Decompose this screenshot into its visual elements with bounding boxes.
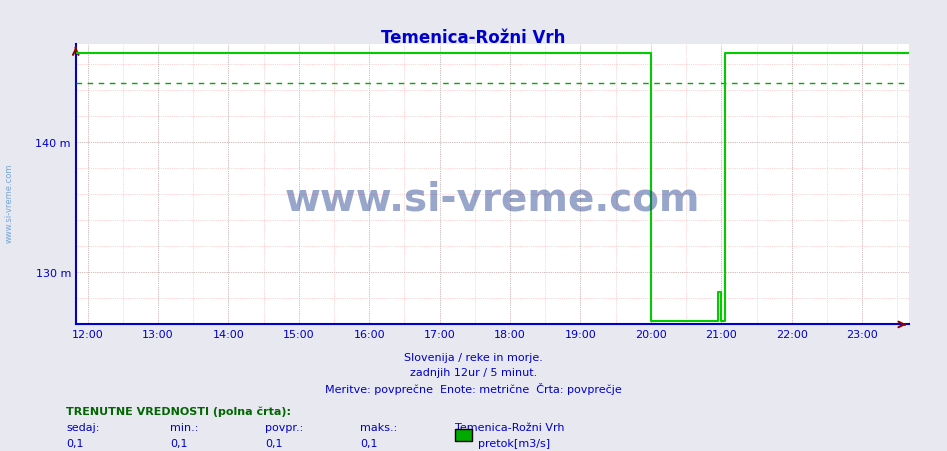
Text: 0,1: 0,1: [170, 438, 188, 448]
Text: 0,1: 0,1: [265, 438, 282, 448]
Text: povpr.:: povpr.:: [265, 422, 303, 432]
Text: www.si-vreme.com: www.si-vreme.com: [5, 163, 14, 243]
Text: Temenica-Rožni Vrh: Temenica-Rožni Vrh: [382, 29, 565, 47]
Text: zadnjih 12ur / 5 minut.: zadnjih 12ur / 5 minut.: [410, 368, 537, 377]
Text: min.:: min.:: [170, 422, 199, 432]
Text: sedaj:: sedaj:: [66, 422, 99, 432]
Text: pretok[m3/s]: pretok[m3/s]: [478, 438, 550, 448]
Text: Meritve: povprečne  Enote: metrične  Črta: povprečje: Meritve: povprečne Enote: metrične Črta:…: [325, 382, 622, 395]
Text: maks.:: maks.:: [360, 422, 397, 432]
Text: 0,1: 0,1: [66, 438, 83, 448]
Text: www.si-vreme.com: www.si-vreme.com: [285, 180, 700, 218]
Text: Temenica-Rožni Vrh: Temenica-Rožni Vrh: [455, 422, 564, 432]
Text: 0,1: 0,1: [360, 438, 377, 448]
Text: Slovenija / reke in morje.: Slovenija / reke in morje.: [404, 352, 543, 362]
Text: TRENUTNE VREDNOSTI (polna črta):: TRENUTNE VREDNOSTI (polna črta):: [66, 406, 292, 416]
